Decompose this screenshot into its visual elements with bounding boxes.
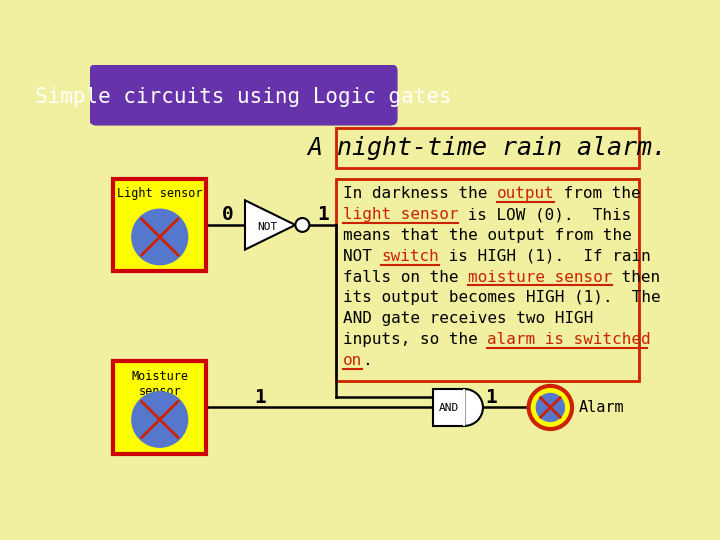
Bar <box>113 361 206 454</box>
Text: output: output <box>497 186 554 201</box>
FancyBboxPatch shape <box>336 179 639 381</box>
Text: inputs, so the: inputs, so the <box>343 332 487 347</box>
Circle shape <box>295 218 310 232</box>
Text: is LOW (0).  This: is LOW (0). This <box>458 207 631 222</box>
Text: NOT: NOT <box>343 249 381 264</box>
Text: falls on the: falls on the <box>343 269 468 285</box>
Text: Light sensor: Light sensor <box>117 187 202 200</box>
Text: 1: 1 <box>485 388 497 407</box>
Text: A night-time rain alarm.: A night-time rain alarm. <box>307 136 667 160</box>
Text: light sensor: light sensor <box>343 207 458 222</box>
Text: its output becomes HIGH (1).  The: its output becomes HIGH (1). The <box>343 291 660 306</box>
Text: then: then <box>612 269 660 285</box>
Bar <box>113 179 206 271</box>
Wedge shape <box>464 389 483 426</box>
Circle shape <box>536 393 565 422</box>
Text: AND gate receives two HIGH: AND gate receives two HIGH <box>343 311 593 326</box>
Circle shape <box>528 386 572 429</box>
Polygon shape <box>245 200 295 249</box>
Text: from the: from the <box>554 186 641 201</box>
Text: is HIGH (1).  If rain: is HIGH (1). If rain <box>439 249 651 264</box>
Bar <box>463 389 465 426</box>
Text: 0: 0 <box>222 205 234 225</box>
Text: .: . <box>362 353 372 368</box>
FancyBboxPatch shape <box>336 128 639 168</box>
Text: switch: switch <box>381 249 439 264</box>
Text: 1: 1 <box>318 205 329 225</box>
Bar <box>433 389 464 426</box>
FancyBboxPatch shape <box>90 65 397 125</box>
Text: NOT: NOT <box>258 222 278 232</box>
Text: alarm is switched: alarm is switched <box>487 332 651 347</box>
Text: moisture sensor: moisture sensor <box>468 269 612 285</box>
Text: Alarm: Alarm <box>578 400 624 415</box>
Text: In darkness the: In darkness the <box>343 186 497 201</box>
Circle shape <box>132 210 188 265</box>
Text: Simple circuits using Logic gates: Simple circuits using Logic gates <box>35 87 451 107</box>
Circle shape <box>132 392 188 447</box>
Text: means that the output from the: means that the output from the <box>343 228 631 243</box>
Text: on: on <box>343 353 362 368</box>
Text: Moisture
sensor: Moisture sensor <box>131 370 188 398</box>
Text: 1: 1 <box>255 388 266 407</box>
Text: AND: AND <box>438 403 459 413</box>
